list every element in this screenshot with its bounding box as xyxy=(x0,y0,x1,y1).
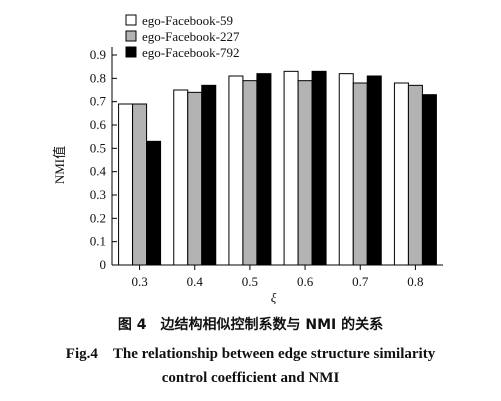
y-tick-label-0.3: 0.3 xyxy=(90,187,106,202)
y-tick-label-0.9: 0.9 xyxy=(90,47,106,62)
y-tick-label-0.8: 0.8 xyxy=(90,70,106,85)
bar-ego-Facebook-227-0.8 xyxy=(407,84,423,266)
x-tick-label-0.4: 0.4 xyxy=(187,274,204,289)
bar-ego-Facebook-59-0.8 xyxy=(393,82,409,266)
bar-ego-Facebook-59-0.5 xyxy=(228,75,244,266)
bar-ego-Facebook-59-0.3 xyxy=(118,103,134,266)
x-tick-label-0.3: 0.3 xyxy=(131,274,147,289)
y-tick-label-0: 0 xyxy=(100,257,107,272)
bar-ego-Facebook-59-0.7 xyxy=(338,73,354,266)
bar-ego-Facebook-792-0.6 xyxy=(311,70,327,266)
legend-label-ego-Facebook-227: ego-Facebook-227 xyxy=(142,29,240,44)
legend-label-ego-Facebook-792: ego-Facebook-792 xyxy=(142,45,239,60)
y-tick-label-0.2: 0.2 xyxy=(90,210,106,225)
bar-ego-Facebook-59-0.4 xyxy=(173,89,189,266)
y-axis-title: NMI值 xyxy=(52,146,67,184)
bar-chart: 0 0.1 0.2 0.3 0.4 0.5 0.6 0.7 0.8 0.9 0.3 0.4 0.5 0.6… xyxy=(52,13,443,305)
y-tick-label-0.7: 0.7 xyxy=(90,94,107,109)
bar-ego-Facebook-792-0.7 xyxy=(366,75,382,266)
axes-layer: 0 0.1 0.2 0.3 0.4 0.5 0.6 0.7 0.8 0.9 0.3 0.4 0.5 0.6… xyxy=(52,47,443,305)
legend: ego-Facebook-59ego-Facebook-227ego-Faceb… xyxy=(125,13,240,60)
y-tick-label-0.5: 0.5 xyxy=(90,140,106,155)
legend-swatch-ego-Facebook-59 xyxy=(125,14,137,26)
bar-ego-Facebook-227-0.4 xyxy=(187,91,203,266)
bar-ego-Facebook-227-0.7 xyxy=(352,82,368,266)
bar-ego-Facebook-227-0.6 xyxy=(297,80,313,266)
figure-caption-chinese: 图 4 边结构相似控制系数与 NMI 的关系 xyxy=(117,317,384,333)
x-tick-label-0.8: 0.8 xyxy=(407,274,423,289)
bar-ego-Facebook-227-0.3 xyxy=(132,103,148,266)
legend-swatch-ego-Facebook-227 xyxy=(125,30,137,42)
y-tick-label-0.6: 0.6 xyxy=(90,117,107,132)
figure-caption-english-line-2: control coefficient and NMI xyxy=(161,370,340,386)
figure-caption-english-line-1: Fig.4 The relationship between edge stru… xyxy=(65,346,436,362)
bar-ego-Facebook-227-0.5 xyxy=(242,80,258,266)
bars-layer xyxy=(118,70,437,266)
x-tick-label-0.7: 0.7 xyxy=(352,274,369,289)
bar-ego-Facebook-792-0.4 xyxy=(201,84,217,266)
bar-ego-Facebook-792-0.3 xyxy=(146,140,162,266)
x-tick-label-0.6: 0.6 xyxy=(297,274,314,289)
legend-label-ego-Facebook-59: ego-Facebook-59 xyxy=(142,13,233,28)
bar-ego-Facebook-59-0.6 xyxy=(283,70,299,266)
legend-swatch-ego-Facebook-792 xyxy=(125,46,137,58)
y-tick-label-0.1: 0.1 xyxy=(90,234,106,249)
bar-ego-Facebook-792-0.8 xyxy=(421,94,437,266)
x-axis-title: ξ xyxy=(271,290,277,305)
x-tick-label-0.5: 0.5 xyxy=(242,274,258,289)
y-tick-label-0.4: 0.4 xyxy=(90,164,107,179)
bar-ego-Facebook-792-0.5 xyxy=(256,73,272,266)
